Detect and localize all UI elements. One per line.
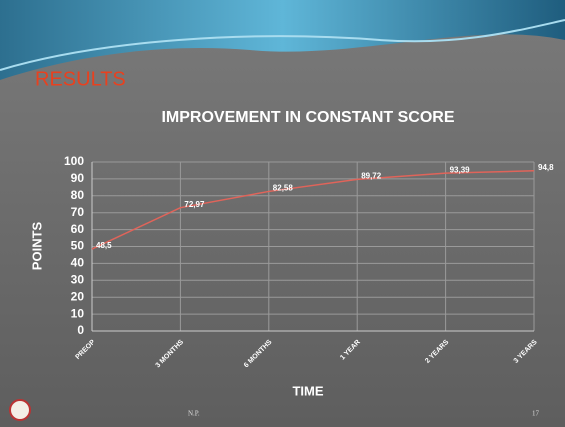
data-label: 72,97	[184, 200, 205, 209]
data-label: 93,39	[450, 165, 471, 174]
logo	[9, 399, 31, 421]
y-tick-label: 30	[71, 272, 85, 286]
y-tick-label: 90	[71, 171, 85, 185]
data-label: 94,8	[538, 163, 554, 172]
y-tick-label: 80	[71, 188, 85, 202]
page-number: 17	[532, 410, 540, 418]
data-line	[91, 170, 535, 250]
data-label: 82,58	[273, 184, 294, 193]
x-axis-label: TIME	[292, 383, 323, 398]
y-tick-label: 50	[71, 239, 85, 253]
y-tick-label: 40	[71, 256, 85, 270]
y-tick-label: 10	[71, 306, 85, 320]
y-tick-label: 70	[71, 205, 85, 219]
y-tick-label: 60	[71, 222, 85, 236]
chart-title: IMPROVEMENT IN CONSTANT SCORE	[161, 109, 454, 126]
y-tick-label: 100	[64, 154, 84, 168]
data-label: 89,72	[361, 171, 382, 180]
footer: N.P.	[188, 410, 200, 418]
y-tick-label: 20	[71, 289, 85, 303]
header-wave	[0, 0, 565, 80]
y-axis-label: POINTS	[29, 221, 44, 270]
data-label: 48,5	[96, 241, 112, 250]
slide-heading: RESULTS	[35, 68, 126, 90]
wave-line	[0, 19, 565, 71]
y-tick-label: 0	[77, 323, 84, 337]
